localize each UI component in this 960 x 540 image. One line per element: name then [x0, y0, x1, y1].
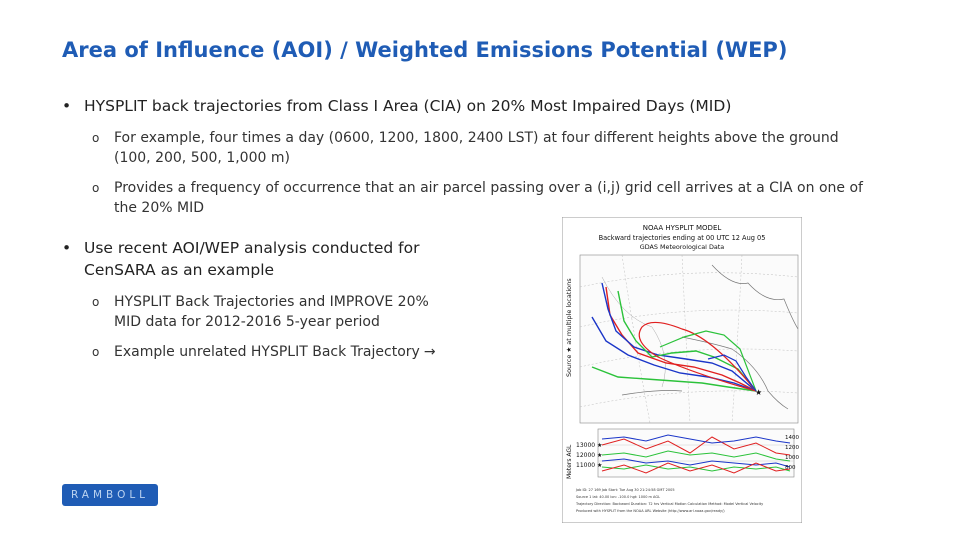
level-label-3: 11000 ★ [576, 462, 602, 469]
subbullet-frequency-line1: Provides a frequency of occurrence that … [114, 180, 863, 196]
figure-footer-1: Job ID: 27 169 Job Start: Tue Aug 30 21:… [575, 488, 675, 492]
subbullet-four-times-line1: For example, four times a day (0600, 120… [114, 130, 839, 146]
subbullet-frequency: Provides a frequency of occurrence that … [92, 178, 944, 218]
figure-header-line2: Backward trajectories ending at 00 UTC 1… [599, 234, 766, 242]
arrow-right-icon: → [423, 344, 436, 360]
figure-footer-2: Source 1 lat: 40.00 lon: -100.0 hgt: 100… [576, 495, 660, 499]
trajectory-blue-1 [601, 282, 757, 392]
slide-title: Area of Influence (AOI) / Weighted Emiss… [62, 38, 788, 62]
height-red-2 [601, 462, 791, 474]
figure-side-label: Source ★ at multiple locations [565, 278, 573, 377]
figure-header-line3: GDAS Meteorological Data [640, 243, 725, 251]
bullet-censara-line1: Use recent AOI/WEP analysis conducted fo… [84, 239, 420, 257]
bullet-censara-line2: CenSARA as an example [84, 261, 275, 279]
right-level-3: 1000 [785, 455, 799, 461]
subbullet-four-times-line2: (100, 200, 500, 1,000 m) [114, 150, 290, 166]
subbullet-example-text: Example unrelated HYSPLIT Back Trajector… [114, 344, 420, 360]
subbullet-example: Example unrelated HYSPLIT Back Trajector… [92, 342, 534, 362]
figure-footer-3: Trajectory Direction: Backward Duration:… [575, 502, 763, 506]
trajectory-blue-3 [707, 354, 757, 392]
subbullet-frequency-line2: the 20% MID [114, 200, 204, 216]
trajectory-green-1 [617, 290, 757, 392]
trajectory-green-2 [591, 366, 757, 392]
bullet-censara: Use recent AOI/WEP analysis conducted fo… [62, 237, 504, 281]
ramboll-logo: RAMBOLL [62, 484, 158, 506]
height-green-2 [601, 464, 791, 472]
height-axis-label: Meters AGL [566, 444, 573, 479]
height-red-1 [601, 436, 791, 456]
height-panel: Meters AGL 13000 ★ 12000 ★ 11000 ★ 1400 … [566, 428, 799, 479]
bullet-hysplit-text: HYSPLIT back trajectories from Class I A… [84, 97, 732, 115]
subbullet-improve: HYSPLIT Back Trajectories and IMPROVE 20… [92, 292, 534, 332]
map-panel: ★ [579, 254, 799, 424]
trajectory-red-1 [605, 286, 757, 392]
figure-footer-4: Produced with HYSPLIT from the NOAA ARL … [576, 509, 725, 513]
figure-header-line1: NOAA HYSPLIT MODEL [643, 224, 722, 232]
trajectory-red-loop [638, 321, 757, 392]
right-level-1: 1400 [785, 435, 799, 441]
subbullet-improve-line2: MID data for 2012-2016 5-year period [114, 314, 380, 330]
height-blue-2 [601, 458, 791, 468]
trajectory-green-3 [659, 330, 757, 392]
trajectory-blue-2 [591, 316, 757, 392]
bullet-hysplit: HYSPLIT back trajectories from Class I A… [62, 95, 944, 117]
source-star-icon: ★ [755, 388, 762, 397]
subbullet-four-times: For example, four times a day (0600, 120… [92, 128, 914, 168]
level-label-1: 13000 ★ [576, 442, 602, 449]
right-level-4: 800 [785, 465, 796, 471]
level-label-2: 12000 ★ [576, 452, 602, 459]
subbullet-improve-line1: HYSPLIT Back Trajectories and IMPROVE 20… [114, 294, 429, 310]
hysplit-trajectory-figure: NOAA HYSPLIT MODEL Backward trajectories… [562, 217, 802, 523]
height-blue-1 [601, 434, 791, 444]
right-level-2: 1200 [785, 445, 799, 451]
height-green-1 [601, 450, 791, 462]
